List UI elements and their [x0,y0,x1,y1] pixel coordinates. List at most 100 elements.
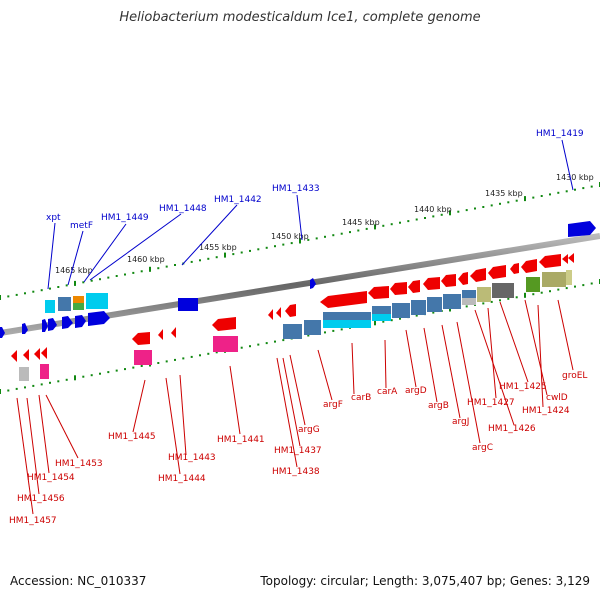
gene-feature[interactable] [458,272,468,285]
gene-feature[interactable] [372,306,391,314]
gene-label[interactable]: HM1_1427 [467,398,515,408]
gene-label[interactable]: HM1_1438 [272,467,320,477]
gene-feature[interactable] [40,364,49,379]
gene-label[interactable]: HM1_1449 [101,213,149,223]
gene-label[interactable]: HM1_1425 [499,382,547,392]
gene-feature[interactable] [19,367,29,381]
gene-feature[interactable] [488,265,506,279]
gene-feature[interactable] [323,312,371,320]
gene-feature[interactable] [171,327,176,338]
gene-label[interactable]: HM1_1443 [168,453,216,463]
gene-feature[interactable] [45,300,55,313]
gene-label[interactable]: cwlD [546,393,568,403]
gene-label[interactable]: HM1_1456 [17,494,65,504]
gene-label[interactable]: HM1_1426 [488,424,536,434]
gene-label[interactable]: argC [472,443,493,453]
gene-label[interactable]: carA [377,387,398,397]
gene-feature[interactable] [86,293,108,309]
gene-feature[interactable] [75,315,86,328]
gene-label[interactable]: argF [323,400,343,410]
gene-label[interactable]: groEL [562,371,587,381]
gene-feature[interactable] [320,291,367,308]
gene-feature[interactable] [568,221,596,237]
scale-tick [349,231,351,234]
scale-tick [465,209,468,212]
gene-feature[interactable] [73,296,84,303]
gene-feature[interactable] [526,277,540,292]
gene-feature[interactable] [411,300,426,315]
gene-label[interactable]: HM1_1437 [274,446,322,456]
gene-feature[interactable] [477,287,491,302]
gene-label[interactable]: HM1_1457 [9,516,57,526]
gene-feature[interactable] [268,309,273,320]
gene-feature[interactable] [212,317,236,331]
gene-label[interactable]: argG [298,425,320,435]
gene-feature[interactable] [542,272,566,287]
gene-feature[interactable] [568,253,574,263]
gene-label[interactable]: HM1_1442 [214,195,262,205]
gene-feature[interactable] [462,298,476,305]
scale-tick [282,243,285,246]
gene-feature[interactable] [0,327,5,338]
gene-label[interactable]: HM1_1444 [158,474,206,484]
gene-label[interactable]: HM1_1453 [55,459,103,469]
gene-label[interactable]: argD [405,386,427,396]
gene-feature[interactable] [470,268,486,282]
gene-label[interactable]: HM1_1448 [159,204,207,214]
gene-feature[interactable] [134,350,152,365]
scale-label: 1465 kbp [55,266,93,275]
gene-feature[interactable] [492,283,514,298]
gene-feature[interactable] [443,294,461,309]
gene-feature[interactable] [427,297,442,312]
gene-label[interactable]: metF [70,221,93,231]
gene-feature[interactable] [48,318,57,331]
scale-tick [507,297,510,300]
gene-feature[interactable] [566,270,572,285]
gene-feature[interactable] [178,298,198,311]
gene-label[interactable]: xpt [46,213,61,223]
gene-feature[interactable] [562,254,568,264]
gene-feature[interactable] [392,303,410,318]
gene-feature[interactable] [73,303,84,310]
gene-feature[interactable] [276,307,281,318]
gene-label[interactable]: HM1_1445 [108,432,156,442]
gene-feature[interactable] [510,263,519,274]
gene-feature[interactable] [310,278,316,289]
scale-tick [532,293,535,296]
gene-feature[interactable] [62,316,73,329]
gene-feature[interactable] [372,314,391,321]
gene-feature[interactable] [283,324,302,339]
gene-feature[interactable] [42,319,48,332]
gene-feature[interactable] [408,280,420,293]
gene-label[interactable]: HM1_1441 [217,435,265,445]
gene-label[interactable]: argB [428,401,449,411]
gene-feature[interactable] [213,336,238,352]
gene-label[interactable]: argJ [452,417,469,427]
gene-feature[interactable] [539,254,561,268]
gene-feature[interactable] [22,323,28,334]
gene-feature[interactable] [158,329,163,340]
gene-feature[interactable] [58,297,71,311]
gene-feature[interactable] [521,259,537,273]
gene-feature[interactable] [441,274,456,287]
scale-tick [165,265,168,268]
gene-feature[interactable] [23,349,29,361]
gene-feature[interactable] [423,277,440,290]
gene-feature[interactable] [368,286,389,299]
gene-feature[interactable] [323,320,371,328]
gene-feature[interactable] [88,311,110,326]
gene-feature[interactable] [34,348,40,360]
gene-feature[interactable] [41,347,47,359]
gene-feature[interactable] [390,282,407,295]
gene-label[interactable]: HM1_1419 [536,129,584,139]
gene-label[interactable]: carB [351,393,371,403]
gene-label[interactable]: HM1_1454 [27,473,75,483]
gene-feature[interactable] [285,304,296,317]
gene-feature[interactable] [304,320,321,335]
gene-feature[interactable] [132,332,150,345]
gene-label[interactable]: HM1_1424 [522,406,570,416]
gene-feature[interactable] [462,290,476,298]
gene-label[interactable]: HM1_1433 [272,184,320,194]
gene-feature[interactable] [11,350,17,362]
